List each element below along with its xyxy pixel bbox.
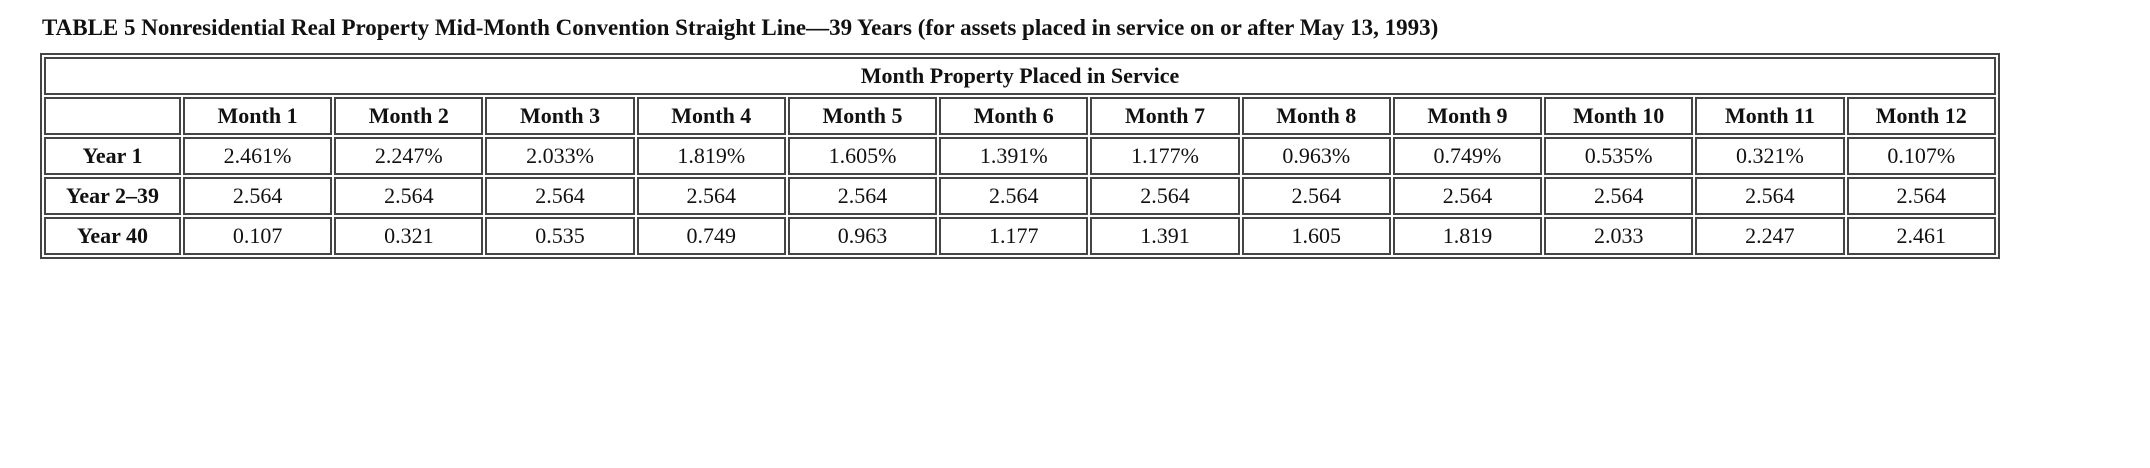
corner-header bbox=[44, 97, 181, 135]
table-cell: 2.564 bbox=[1392, 177, 1543, 215]
document-page: TABLE 5 Nonresidential Real Property Mid… bbox=[40, 14, 2000, 259]
column-header-row: Month 1 Month 2 Month 3 Month 4 Month 5 … bbox=[44, 97, 1996, 135]
column-header-month-6: Month 6 bbox=[939, 97, 1089, 135]
table-cell: 2.564 bbox=[939, 177, 1089, 215]
table-cell: 2.461 bbox=[1846, 217, 1996, 255]
column-header-month-7: Month 7 bbox=[1090, 97, 1240, 135]
table-cell: 2.564 bbox=[334, 177, 484, 215]
column-header-month-4: Month 4 bbox=[636, 97, 786, 135]
table-cell: 2.564 bbox=[1544, 177, 1694, 215]
column-header-month-12: Month 12 bbox=[1846, 97, 1996, 135]
table-cell: 2.564 bbox=[787, 177, 938, 215]
column-header-month-3: Month 3 bbox=[485, 97, 635, 135]
table-cell: 2.247% bbox=[334, 137, 484, 175]
table-cell: 2.564 bbox=[636, 177, 786, 215]
table-cell: 1.177 bbox=[939, 217, 1089, 255]
table-cell: 0.963% bbox=[1241, 137, 1391, 175]
table-cell: 0.107% bbox=[1846, 137, 1996, 175]
table-cell: 0.321% bbox=[1695, 137, 1845, 175]
table-cell: 1.605% bbox=[787, 137, 938, 175]
table-cell: 2.564 bbox=[182, 177, 333, 215]
table-cell: 2.564 bbox=[1695, 177, 1845, 215]
table-cell: 1.819 bbox=[1392, 217, 1543, 255]
table-cell: 2.564 bbox=[1241, 177, 1391, 215]
group-header: Month Property Placed in Service bbox=[44, 57, 1996, 95]
table-cell: 0.749% bbox=[1392, 137, 1543, 175]
table-cell: 1.819% bbox=[636, 137, 786, 175]
table-row-year-2-39: Year 2–39 2.564 2.564 2.564 2.564 2.564 … bbox=[44, 177, 1996, 215]
table-row-year-1: Year 1 2.461% 2.247% 2.033% 1.819% 1.605… bbox=[44, 137, 1996, 175]
column-header-month-1: Month 1 bbox=[182, 97, 333, 135]
table-cell: 1.605 bbox=[1241, 217, 1391, 255]
column-header-month-11: Month 11 bbox=[1695, 97, 1845, 135]
table-cell: 0.963 bbox=[787, 217, 938, 255]
table-cell: 0.321 bbox=[334, 217, 484, 255]
table-title: TABLE 5 Nonresidential Real Property Mid… bbox=[42, 15, 1439, 40]
table-row-year-40: Year 40 0.107 0.321 0.535 0.749 0.963 1.… bbox=[44, 217, 1996, 255]
table-cell: 0.535 bbox=[485, 217, 635, 255]
table-cell: 1.391 bbox=[1090, 217, 1240, 255]
table-cell: 0.107 bbox=[182, 217, 333, 255]
table-cell: 2.461% bbox=[182, 137, 333, 175]
column-header-month-9: Month 9 bbox=[1392, 97, 1543, 135]
table-cell: 2.564 bbox=[1090, 177, 1240, 215]
table-cell: 0.749 bbox=[636, 217, 786, 255]
depreciation-table: Month Property Placed in Service Month 1… bbox=[40, 53, 2000, 259]
table-cell: 2.564 bbox=[485, 177, 635, 215]
column-header-month-10: Month 10 bbox=[1544, 97, 1694, 135]
column-header-month-5: Month 5 bbox=[787, 97, 938, 135]
column-header-month-2: Month 2 bbox=[334, 97, 484, 135]
column-header-month-8: Month 8 bbox=[1241, 97, 1391, 135]
table-cell: 2.033% bbox=[485, 137, 635, 175]
table-cell: 0.535% bbox=[1544, 137, 1694, 175]
row-header-year-40: Year 40 bbox=[44, 217, 181, 255]
row-header-year-2-39: Year 2–39 bbox=[44, 177, 181, 215]
row-header-year-1: Year 1 bbox=[44, 137, 181, 175]
table-cell: 1.177% bbox=[1090, 137, 1240, 175]
table-cell: 2.033 bbox=[1544, 217, 1694, 255]
table-cell: 2.564 bbox=[1846, 177, 1996, 215]
group-header-row: Month Property Placed in Service bbox=[44, 57, 1996, 95]
table-cell: 1.391% bbox=[939, 137, 1089, 175]
table-cell: 2.247 bbox=[1695, 217, 1845, 255]
